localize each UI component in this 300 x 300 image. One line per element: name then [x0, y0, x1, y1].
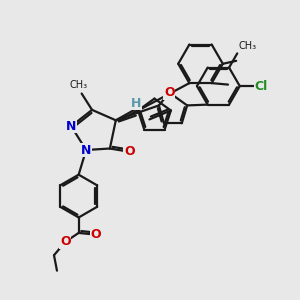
Text: N: N — [81, 143, 91, 157]
Text: Cl: Cl — [254, 80, 268, 93]
Text: CH₃: CH₃ — [70, 80, 88, 90]
Text: O: O — [164, 86, 175, 99]
Text: O: O — [60, 235, 70, 248]
Text: O: O — [124, 145, 134, 158]
Text: CH₃: CH₃ — [239, 41, 257, 51]
Text: O: O — [91, 228, 101, 241]
Text: N: N — [66, 120, 76, 133]
Text: H: H — [131, 97, 141, 110]
